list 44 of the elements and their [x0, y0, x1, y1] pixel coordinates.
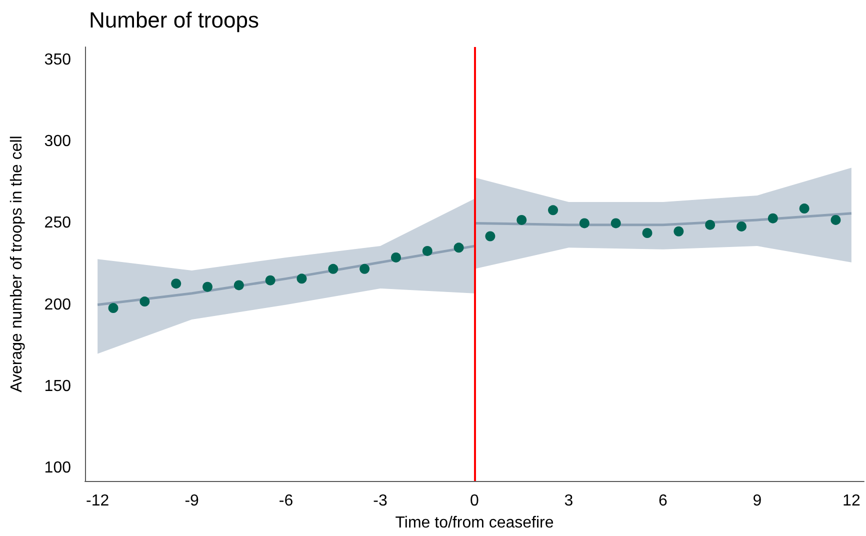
point [140, 296, 150, 307]
point [799, 204, 810, 214]
x-tick-label: 3 [564, 492, 574, 510]
point [422, 246, 432, 256]
line-series [473, 212, 853, 226]
point [234, 280, 244, 290]
point [768, 213, 778, 224]
point [642, 228, 652, 238]
point [454, 242, 464, 253]
point [328, 264, 338, 274]
point [736, 221, 746, 232]
point [390, 252, 401, 262]
x-tick-label: 12 [842, 492, 860, 510]
point [265, 275, 276, 286]
point [485, 231, 496, 242]
point [579, 218, 590, 228]
y-tick-label: 350 [44, 52, 72, 69]
point [610, 218, 621, 228]
y-tick-label: 250 [44, 214, 72, 232]
y-tick-label: 100 [44, 459, 72, 476]
x-tick-label: -3 [373, 492, 388, 510]
point [830, 214, 841, 225]
x-tick-label: -12 [86, 492, 110, 510]
x-tick-label: 0 [470, 492, 480, 510]
line-series [96, 244, 476, 306]
y-tick-label: 200 [44, 296, 72, 314]
y-tick-label: 150 [44, 378, 72, 395]
chart-title: Number of troops [89, 8, 259, 32]
x-tick-label: 9 [752, 492, 762, 510]
x-tick-label: -9 [184, 492, 200, 510]
point [705, 220, 716, 230]
x-axis-title: Time to/from ceasefire [395, 514, 554, 532]
point [516, 214, 527, 225]
y-tick-label: 300 [44, 133, 72, 150]
x-tick-label: -6 [278, 492, 294, 510]
x-tick-label: 6 [658, 492, 668, 510]
point [548, 205, 558, 216]
point [202, 282, 213, 292]
point [674, 226, 684, 236]
y-axis-title: Average number of troops in the cell [8, 136, 26, 392]
point [171, 278, 182, 289]
point [296, 274, 307, 284]
point [108, 303, 118, 314]
point [360, 264, 370, 274]
